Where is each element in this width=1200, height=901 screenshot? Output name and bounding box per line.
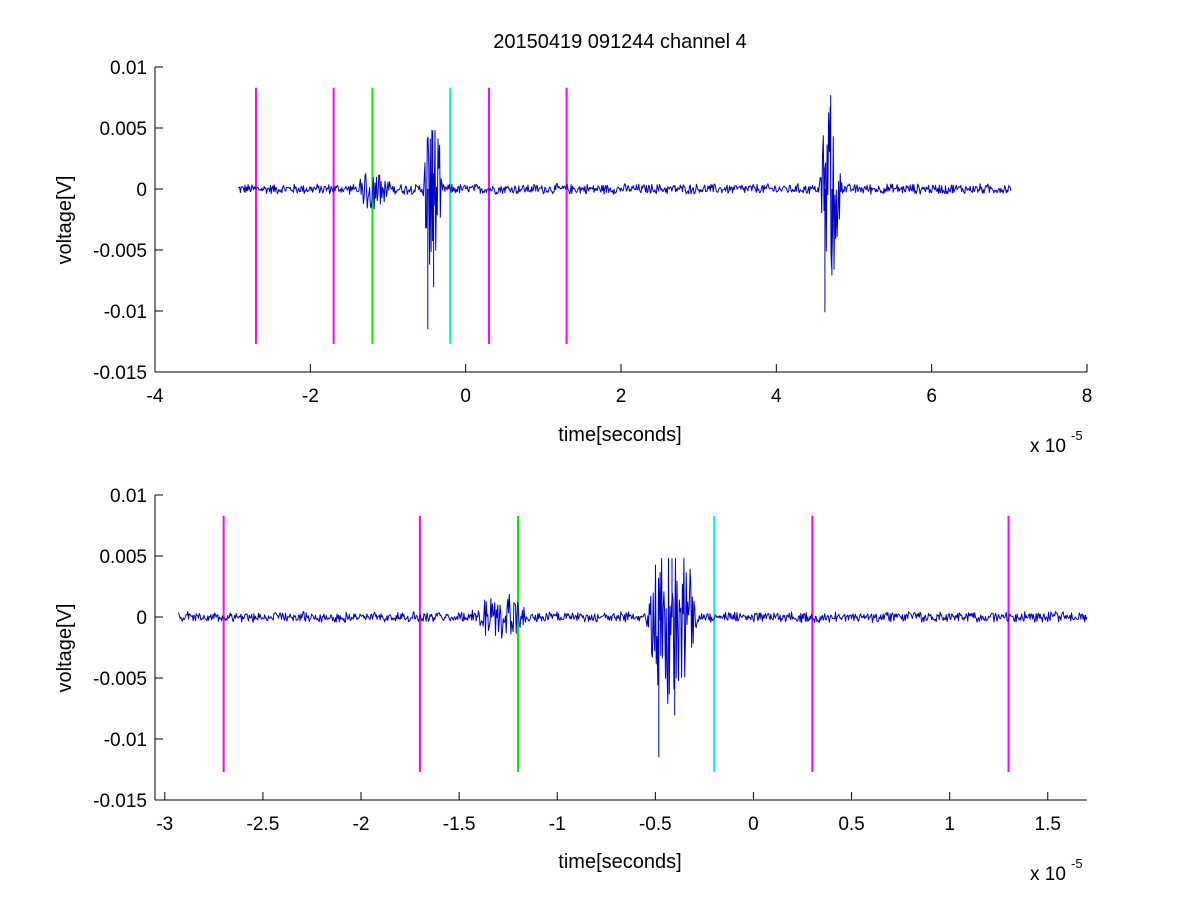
- top-y-tick-label: 0.005: [99, 119, 147, 140]
- top-y-tick-label: 0: [136, 180, 147, 201]
- bottom-y-tick-label: 0: [136, 608, 147, 629]
- top-y-tick-label: -0.01: [104, 302, 147, 323]
- bottom-x-ticks: -3 -2.5 -2 -1.5 -1 -0.5 0 0.5 1 1.5: [156, 792, 1061, 835]
- bottom-y-tick-label: 0.005: [99, 547, 147, 568]
- top-x-tick-label: 8: [1082, 386, 1093, 407]
- top-x-axis-label: time[seconds]: [558, 424, 681, 446]
- top-voltage-trace: [237, 95, 1012, 330]
- top-x-tick-label: -4: [147, 386, 164, 407]
- bottom-x-tick-label: 0.5: [838, 814, 864, 835]
- bottom-plot-area: [178, 515, 1088, 772]
- top-y-tick-label: -0.005: [93, 241, 147, 262]
- bottom-x-tick-label: -2: [353, 814, 370, 835]
- bottom-subplot: 0.01 0.005 0 -0.005 -0.01 -0.015 -3 -2.5 -2 -1.5…: [54, 486, 1088, 885]
- top-x-tick-label: 0: [460, 386, 471, 407]
- top-plot-area: [237, 87, 1012, 344]
- top-y-tick-label: -0.015: [93, 363, 147, 384]
- top-y-ticks: 0.01 0.005 0 -0.005 -0.01 -0.015: [93, 58, 163, 384]
- top-x-multiplier-exponent: -5: [1071, 428, 1083, 443]
- top-subplot: 0.01 0.005 0 -0.005 -0.01 -0.015 -4 -2 0 2 4 6 8 ti…: [54, 58, 1092, 457]
- bottom-x-axis-label: time[seconds]: [558, 851, 681, 873]
- bottom-x-tick-label: -2.5: [247, 814, 280, 835]
- bottom-y-tick-label: -0.01: [104, 730, 147, 751]
- bottom-y-axis-label: voltage[V]: [54, 604, 76, 693]
- bottom-x-multiplier: x 10 -5: [1030, 856, 1083, 885]
- bottom-x-tick-label: -3: [156, 814, 173, 835]
- bottom-x-tick-label: 1.5: [1035, 814, 1061, 835]
- bottom-x-tick-label: -1: [549, 814, 566, 835]
- top-y-axis-label: voltage[V]: [54, 176, 76, 265]
- top-x-tick-label: -2: [302, 386, 319, 407]
- bottom-voltage-trace: [178, 557, 1088, 758]
- bottom-x-multiplier-exponent: -5: [1071, 856, 1083, 871]
- figure-title: 20150419 091244 channel 4: [493, 31, 747, 53]
- top-x-ticks: -4 -2 0 2 4 6 8: [147, 364, 1093, 407]
- top-y-tick-label: 0.01: [110, 58, 147, 79]
- bottom-y-ticks: 0.01 0.005 0 -0.005 -0.01 -0.015: [93, 486, 163, 812]
- bottom-x-tick-label: -1.5: [443, 814, 476, 835]
- bottom-x-tick-label: 0: [748, 814, 759, 835]
- bottom-y-tick-label: -0.005: [93, 669, 147, 690]
- top-x-tick-label: 6: [926, 386, 937, 407]
- bottom-x-tick-label: 1: [944, 814, 955, 835]
- top-x-multiplier: x 10 -5: [1030, 428, 1083, 457]
- top-x-tick-label: 2: [616, 386, 627, 407]
- bottom-x-tick-label: -0.5: [639, 814, 672, 835]
- top-x-tick-label: 4: [771, 386, 782, 407]
- top-x-multiplier-base: x 10: [1030, 436, 1066, 457]
- bottom-y-tick-label: -0.015: [93, 791, 147, 812]
- bottom-x-multiplier-base: x 10: [1030, 864, 1066, 885]
- bottom-y-tick-label: 0.01: [110, 486, 147, 507]
